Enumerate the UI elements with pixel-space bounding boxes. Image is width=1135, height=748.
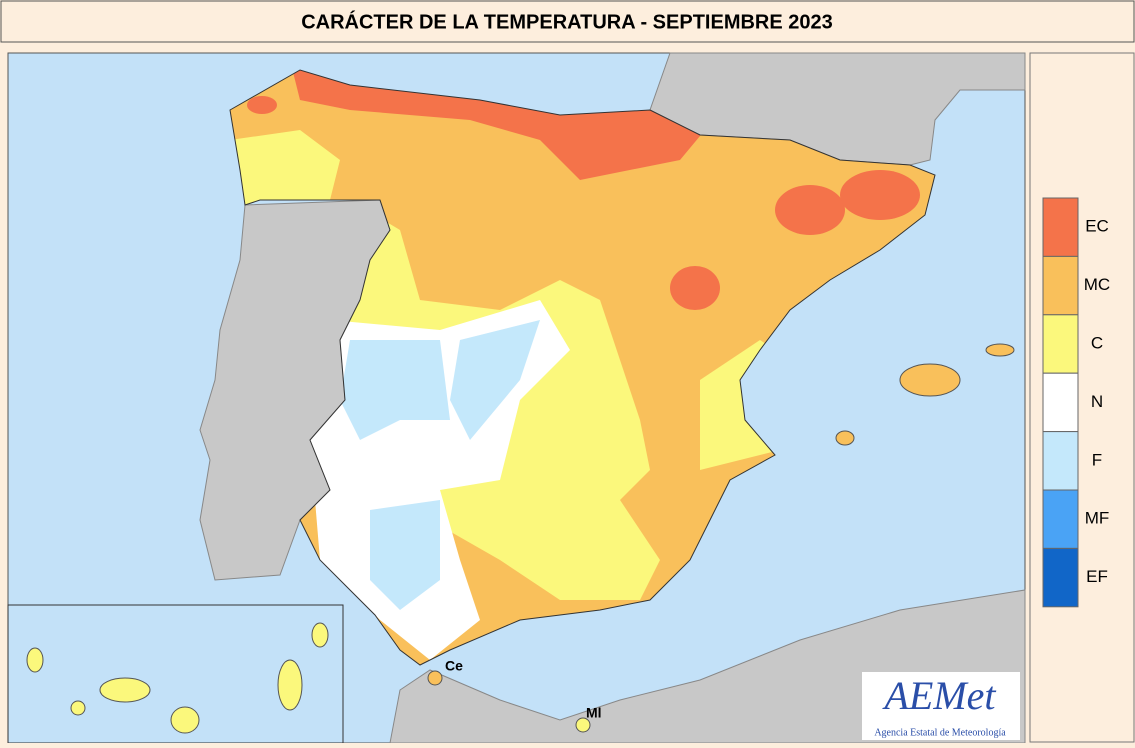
legend-label: N	[1091, 392, 1103, 411]
region-ec	[775, 185, 845, 235]
island	[71, 701, 85, 715]
island	[100, 678, 150, 702]
legend-swatch	[1043, 256, 1078, 314]
city-marker	[428, 671, 442, 685]
mallorca	[900, 364, 960, 396]
island	[278, 660, 302, 710]
legend-swatch	[1043, 432, 1078, 490]
island	[312, 623, 328, 647]
title: CARÁCTER DE LA TEMPERATURA - SEPTIEMBRE …	[301, 10, 833, 33]
legend-label: MF	[1085, 509, 1110, 528]
region-ec	[840, 170, 920, 220]
legend-swatch	[1043, 315, 1078, 373]
region-ec	[670, 266, 720, 310]
legend-label: MC	[1084, 275, 1110, 294]
city-label: Ml	[586, 705, 602, 721]
ibiza	[836, 431, 854, 445]
legend-label: F	[1092, 450, 1102, 469]
legend-label: EC	[1085, 217, 1109, 236]
legend-swatch	[1043, 548, 1078, 606]
page: CARÁCTER DE LA TEMPERATURA - SEPTIEMBRE …	[0, 0, 1135, 743]
legend-label: EF	[1086, 567, 1108, 586]
legend-swatch	[1043, 373, 1078, 431]
logo-name: AEMet	[881, 673, 996, 718]
legend-label: C	[1091, 333, 1103, 352]
legend-swatch	[1043, 490, 1078, 548]
map-page: CARÁCTER DE LA TEMPERATURA - SEPTIEMBRE …	[0, 0, 1135, 743]
island	[171, 707, 199, 733]
region-ec	[247, 96, 277, 114]
logo-subtitle: Agencia Estatal de Meteorología	[874, 727, 1006, 738]
city-label: Ce	[445, 658, 463, 674]
island	[27, 648, 43, 672]
menorca	[986, 344, 1014, 356]
legend-swatch	[1043, 198, 1078, 256]
